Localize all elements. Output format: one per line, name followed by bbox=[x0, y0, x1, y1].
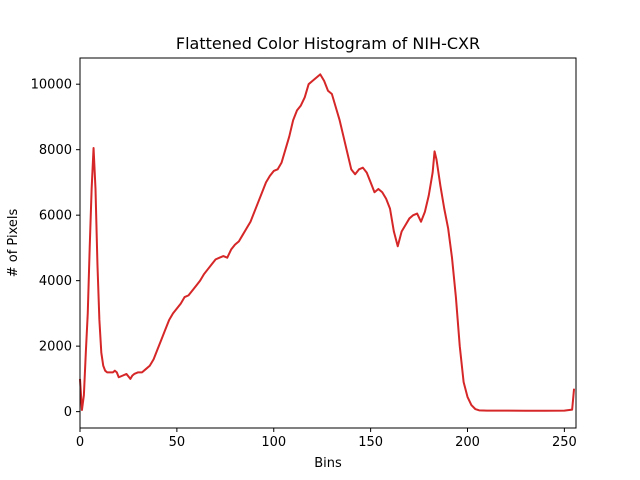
x-tick-label: 50 bbox=[169, 435, 186, 450]
plot-frame bbox=[79, 57, 577, 429]
y-axis-label: # of Pixels bbox=[6, 209, 21, 278]
y-tick-label: 8000 bbox=[39, 143, 72, 158]
y-tick-label: 6000 bbox=[39, 209, 72, 224]
x-tick-label: 0 bbox=[76, 435, 84, 450]
x-tick-label: 200 bbox=[455, 435, 480, 450]
y-tick-label: 0 bbox=[64, 405, 72, 420]
y-axis-ticks: 0 2000 4000 6000 8000 10000 bbox=[31, 78, 80, 420]
y-tick-label: 10000 bbox=[31, 78, 72, 93]
chart-title: Flattened Color Histogram of NIH-CXR bbox=[176, 34, 480, 53]
x-tick-label: 100 bbox=[261, 435, 286, 450]
y-tick-label: 2000 bbox=[39, 340, 72, 355]
x-axis-label: Bins bbox=[314, 456, 342, 471]
histogram-line bbox=[79, 73, 576, 412]
y-tick-label: 4000 bbox=[39, 274, 72, 289]
x-tick-label: 150 bbox=[358, 435, 383, 450]
x-tick-label: 250 bbox=[552, 435, 577, 450]
x-axis-ticks: 0 50 100 150 200 250 bbox=[76, 428, 577, 450]
plot-area bbox=[80, 58, 576, 428]
